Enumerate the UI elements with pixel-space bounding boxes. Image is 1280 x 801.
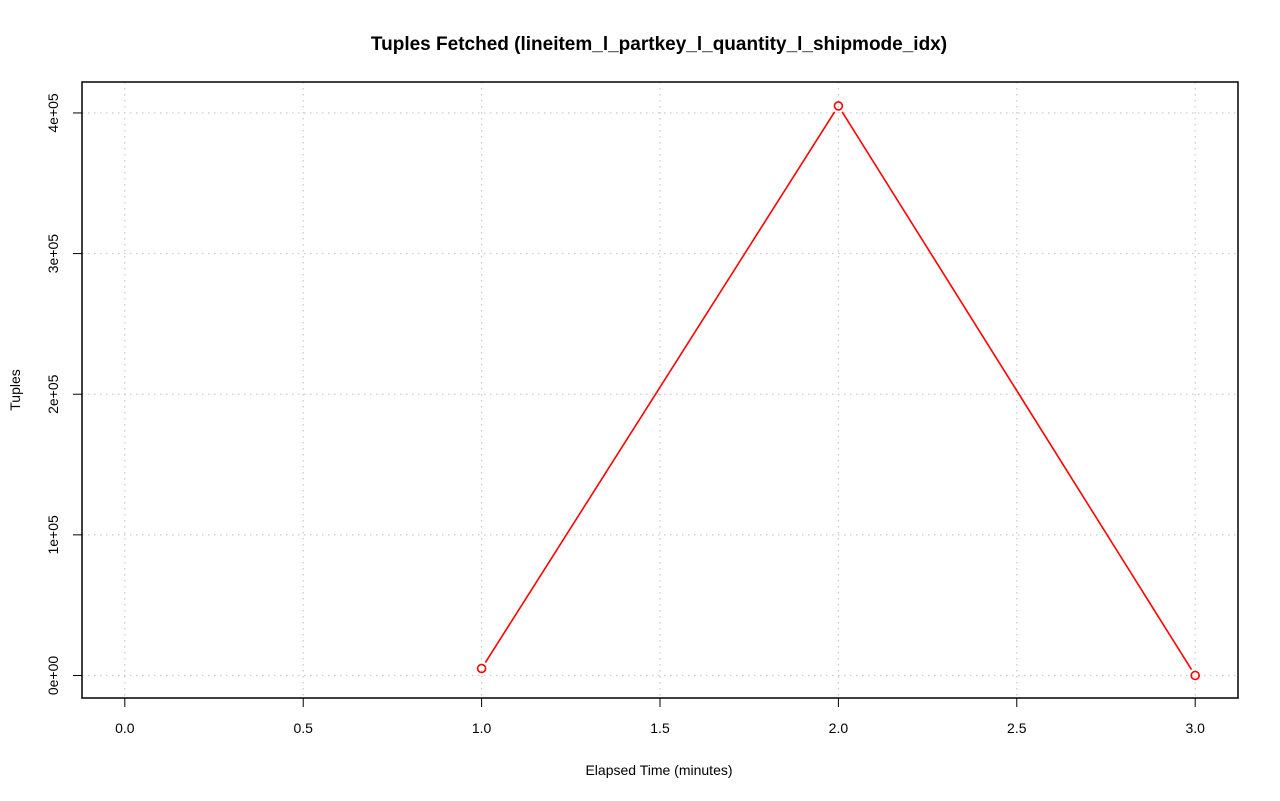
data-point	[833, 101, 844, 111]
series-line-segment	[841, 111, 1193, 670]
series-line-segment	[484, 111, 836, 663]
x-tick-label: 3.0	[1185, 720, 1205, 736]
data-point	[1190, 670, 1200, 681]
y-axis: 0e+00 1e+05 2e+05 3e+05 4e+05	[45, 93, 82, 695]
x-tick-label: 0.0	[115, 720, 135, 736]
x-tick-label: 1.0	[472, 720, 492, 736]
plot-frame	[81, 81, 1239, 699]
y-tick-label: 0e+00	[45, 656, 61, 696]
data-point	[476, 663, 487, 674]
x-axis: 0.0 0.5 1.0 1.5 2.0 2.5 3.0	[115, 698, 1205, 736]
series-layer	[476, 101, 1200, 681]
x-axis-label: Elapsed Time (minutes)	[585, 762, 732, 778]
x-tick-label: 2.5	[1007, 720, 1027, 736]
x-tick-label: 2.0	[829, 720, 849, 736]
x-tick-label: 0.5	[293, 720, 313, 736]
y-tick-label: 1e+05	[45, 515, 61, 555]
grid-lines	[82, 82, 1238, 698]
y-tick-label: 4e+05	[45, 93, 61, 133]
x-tick-label: 1.5	[650, 720, 670, 736]
chart-title: Tuples Fetched (lineitem_l_partkey_l_qua…	[371, 34, 947, 55]
y-axis-label: Tuples	[7, 369, 23, 411]
y-tick-label: 3e+05	[45, 234, 61, 274]
y-tick-label: 2e+05	[45, 374, 61, 414]
